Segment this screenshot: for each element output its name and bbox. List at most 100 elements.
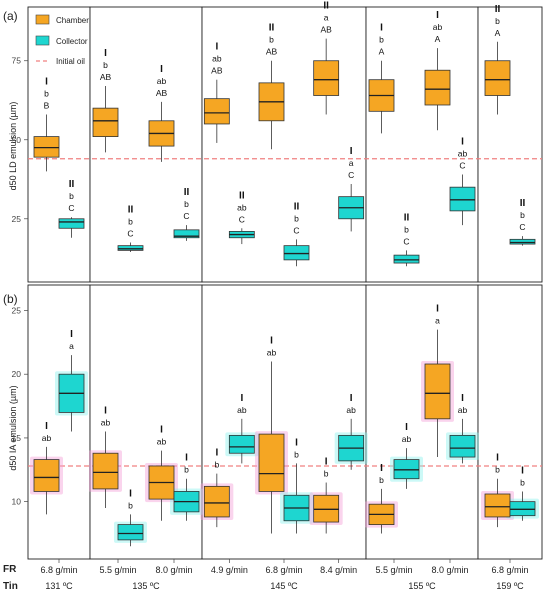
fr-tick-label: 8.0 g/min bbox=[155, 565, 192, 575]
tin-tick-label: 131 ºC bbox=[45, 581, 73, 591]
panel-frame bbox=[27, 284, 91, 560]
significance-label: b bbox=[128, 216, 133, 226]
significance-label: a bbox=[435, 316, 440, 326]
ylabel-b: d50 IA emulsion (µm) bbox=[8, 385, 18, 470]
fr-tick-label: 4.9 g/min bbox=[211, 565, 248, 575]
significance-label: I bbox=[270, 335, 273, 346]
significance-label: b bbox=[269, 35, 274, 45]
significance-label: C bbox=[519, 222, 525, 232]
significance-label: I bbox=[45, 421, 48, 432]
significance-label: I bbox=[70, 329, 73, 340]
significance-label: II bbox=[269, 23, 275, 34]
box-chamber bbox=[258, 433, 285, 492]
legend-swatch-chamber bbox=[35, 14, 50, 25]
fr-tick-label: 5.5 g/min bbox=[99, 565, 136, 575]
significance-label: I bbox=[104, 406, 107, 417]
significance-label: I bbox=[160, 64, 163, 75]
box-chamber bbox=[424, 69, 451, 106]
box-chamber bbox=[203, 485, 230, 518]
fr-tick-label: 5.5 g/min bbox=[375, 565, 412, 575]
significance-label: II bbox=[184, 187, 190, 198]
significance-label: ab bbox=[433, 22, 443, 32]
axes: (a) (b) d50 LD emulsion (µm) d50 IA emul… bbox=[3, 9, 529, 592]
box-chamber bbox=[33, 459, 60, 492]
box-collector bbox=[117, 245, 144, 251]
y-tick-label: 75 bbox=[12, 56, 22, 66]
significance-label: b bbox=[69, 191, 74, 201]
significance-label: I bbox=[380, 463, 383, 474]
significance-label: I bbox=[104, 48, 107, 59]
significance-label: II bbox=[323, 1, 329, 12]
significance-label: I bbox=[461, 137, 464, 148]
significance-label: b bbox=[495, 16, 500, 26]
significance-label: C bbox=[127, 228, 133, 238]
significance-label: b bbox=[379, 35, 384, 45]
significance-label: AB bbox=[211, 66, 223, 76]
panel-tag-a: (a) bbox=[3, 9, 18, 23]
box-collector bbox=[449, 434, 476, 458]
box-chamber bbox=[424, 363, 451, 420]
legend-label-collector: Collector bbox=[56, 37, 88, 46]
significance-label: ab bbox=[402, 434, 412, 444]
significance-label: I bbox=[325, 457, 328, 468]
box-collector bbox=[228, 434, 255, 454]
significance-label: C bbox=[403, 236, 409, 246]
box-marks bbox=[33, 38, 536, 547]
box-collector bbox=[509, 238, 536, 245]
significance-label: ab bbox=[267, 347, 277, 357]
fr-tick-label: 8.0 g/min bbox=[431, 565, 468, 575]
panel-frame bbox=[477, 6, 543, 283]
significance-label: ab bbox=[101, 418, 111, 428]
significance-label: ab bbox=[458, 405, 468, 415]
box-collector bbox=[449, 186, 476, 212]
significance-label: ab bbox=[458, 149, 468, 159]
legend-swatch-collector bbox=[35, 35, 50, 46]
y-tick-label: 25 bbox=[12, 305, 22, 315]
significance-label: A bbox=[379, 47, 385, 57]
significance-label: AB bbox=[100, 72, 112, 82]
box-chamber bbox=[484, 60, 511, 96]
significance-label: C bbox=[183, 211, 189, 221]
significance-label: b bbox=[294, 449, 299, 459]
significance-label: ab bbox=[157, 437, 167, 447]
significance-label: A bbox=[435, 34, 441, 44]
significance-label: I bbox=[185, 453, 188, 464]
significance-label: a bbox=[349, 158, 354, 168]
significance-label: II bbox=[294, 201, 300, 212]
legend-label-chamber: Chamber bbox=[56, 16, 89, 25]
significance-label: II bbox=[69, 179, 75, 190]
significance-label: C bbox=[348, 170, 354, 180]
significance-label: b bbox=[520, 210, 525, 220]
significance-label: C bbox=[239, 214, 245, 224]
panel-frame bbox=[89, 284, 203, 560]
significance-label: II bbox=[495, 4, 501, 15]
fr-tick-label: 6.8 g/min bbox=[265, 565, 302, 575]
significance-label: ab bbox=[237, 202, 247, 212]
significance-label: b bbox=[379, 475, 384, 485]
significance-label: b bbox=[184, 465, 189, 475]
significance-label: I bbox=[436, 10, 439, 21]
reference-lines bbox=[28, 158, 542, 467]
box-collector bbox=[173, 229, 200, 239]
fr-tick-label: 8.4 g/min bbox=[320, 565, 357, 575]
fr-tick-label: 6.8 g/min bbox=[40, 565, 77, 575]
box-collector bbox=[393, 254, 420, 264]
significance-label: b bbox=[495, 465, 500, 475]
tin-tick-label: 145 ºC bbox=[270, 581, 298, 591]
significance-label: I bbox=[496, 453, 499, 464]
panel-frame bbox=[365, 6, 479, 283]
significance-label: a bbox=[324, 13, 329, 23]
significance-label: b bbox=[324, 469, 329, 479]
panel-backgrounds bbox=[27, 6, 543, 560]
significance-label: I bbox=[405, 422, 408, 433]
significance-label: I bbox=[350, 393, 353, 404]
box-chamber bbox=[92, 107, 119, 137]
tin-tick-label: 135 ºC bbox=[132, 581, 160, 591]
significance-label: B bbox=[44, 100, 50, 110]
box-chamber bbox=[33, 136, 60, 158]
significance-label: b bbox=[184, 199, 189, 209]
significance-label: II bbox=[128, 204, 134, 215]
significance-label: II bbox=[404, 212, 410, 223]
significance-label: I bbox=[461, 393, 464, 404]
